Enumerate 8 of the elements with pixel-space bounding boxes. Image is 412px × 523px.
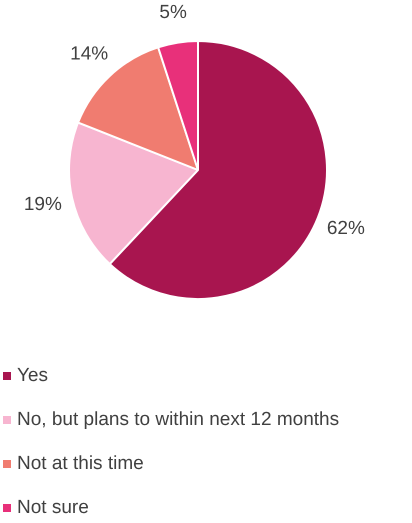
legend-label: Not sure [17, 497, 89, 519]
data-label: 62% [326, 218, 365, 239]
data-label: 5% [159, 2, 187, 24]
legend-label: Yes [17, 365, 48, 387]
data-label: 14% [70, 43, 108, 64]
legend-label: Not at this time [17, 453, 144, 475]
data-label: 19% [24, 194, 62, 215]
legend-label: No, but plans to within next 12 months [17, 409, 340, 431]
